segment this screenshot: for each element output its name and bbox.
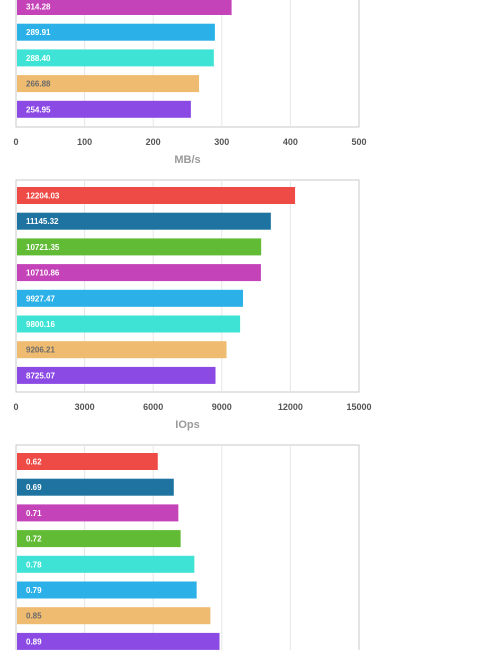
x-axis-title: IOps [175, 419, 199, 431]
bar-value-label: 0.69 [26, 483, 42, 492]
bar-value-label: 266.88 [26, 80, 51, 89]
x-tick-label: 200 [146, 137, 161, 147]
bar [17, 238, 262, 256]
bar-value-label: 12204.03 [26, 192, 60, 201]
bar [17, 23, 215, 41]
bar [17, 0, 232, 15]
bar-value-label: 0.85 [26, 612, 42, 621]
bar [17, 530, 181, 548]
x-tick-label: 12000 [278, 402, 303, 412]
bar [17, 212, 271, 230]
bar [17, 504, 179, 522]
bar-value-label: 10721.35 [26, 243, 60, 252]
plot-frame [15, 0, 360, 128]
plot-frame [15, 179, 360, 393]
x-tick-label: 3000 [75, 402, 95, 412]
bar-value-label: 9800.16 [26, 320, 55, 329]
bar-value-label: 0.78 [26, 560, 42, 569]
bar-value-label: 9927.47 [26, 294, 55, 303]
x-tick-label: 9000 [212, 402, 232, 412]
bar [17, 581, 197, 599]
x-tick-label: 0 [13, 137, 18, 147]
bar-value-label: 254.95 [26, 105, 51, 114]
bar-value-label: 9206.21 [26, 346, 55, 355]
bar [17, 478, 174, 496]
x-axis-title: MB/s [174, 154, 200, 166]
bar-value-label: 8725.07 [26, 371, 55, 380]
x-tick-label: 400 [283, 137, 298, 147]
x-tick-label: 500 [351, 137, 366, 147]
x-tick-label: 300 [214, 137, 229, 147]
bar [17, 555, 195, 573]
plot-frame [15, 444, 360, 650]
bar [17, 49, 214, 67]
bar [17, 632, 220, 650]
bar [17, 187, 296, 204]
bar [17, 100, 191, 118]
bar-value-label: 10710.86 [26, 269, 60, 278]
bar-value-label: 314.28 [26, 3, 51, 12]
bar-value-label: 0.72 [26, 535, 42, 544]
bar-value-label: 11145.32 [26, 217, 59, 226]
x-tick-label: 0 [13, 402, 18, 412]
bar [17, 289, 244, 307]
bar-value-label: 0.62 [26, 458, 42, 467]
bar [17, 75, 200, 93]
bar [17, 366, 216, 384]
bar-value-label: 288.40 [26, 54, 51, 63]
bar [17, 341, 227, 359]
bar-value-label: 0.79 [26, 586, 42, 595]
x-tick-label: 100 [77, 137, 92, 147]
x-tick-label: 6000 [143, 402, 163, 412]
bar-value-label: 289.91 [26, 28, 51, 37]
bar [17, 453, 158, 470]
bar-value-label: 0.71 [26, 509, 42, 518]
bar [17, 264, 261, 282]
x-tick-label: 15000 [346, 402, 371, 412]
bar [17, 315, 241, 333]
bar [17, 607, 211, 625]
bar-value-label: 0.89 [26, 637, 42, 646]
